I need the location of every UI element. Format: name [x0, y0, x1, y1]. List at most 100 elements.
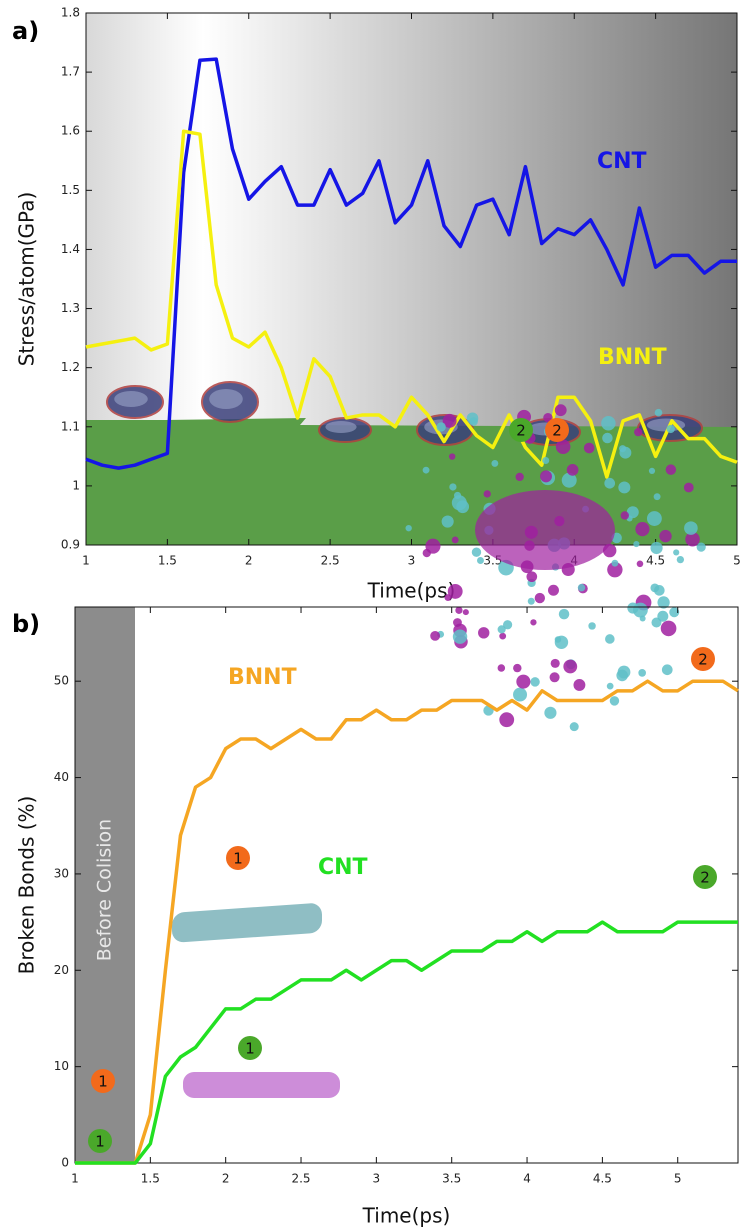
fragment — [477, 557, 484, 564]
fragment — [636, 560, 644, 568]
x-axis-label: Time(ps) — [362, 1204, 451, 1228]
fragment — [462, 609, 469, 616]
fragment — [626, 506, 639, 519]
badge — [693, 865, 717, 889]
fragment — [669, 607, 680, 618]
badge-label: 1 — [95, 1133, 105, 1151]
fragment — [683, 482, 694, 493]
y-tick-label: 10 — [54, 1059, 69, 1073]
badge — [509, 418, 533, 442]
fragment — [451, 495, 467, 511]
fragment — [549, 672, 560, 683]
x-tick-label: 1.5 — [158, 554, 177, 568]
fragment — [696, 542, 706, 552]
series-line — [85, 129, 738, 479]
fragment — [527, 597, 535, 605]
y-tick-label: 1.5 — [61, 183, 80, 197]
badge — [691, 647, 715, 671]
series-label: CNT — [318, 855, 368, 880]
y-tick-label: 1.4 — [61, 242, 80, 256]
y-axis-label: Broken Bonds (%) — [15, 796, 39, 975]
fragment — [452, 629, 468, 644]
x-tick-label: 2 — [245, 554, 253, 568]
badge — [545, 418, 569, 442]
fragment — [544, 706, 557, 719]
badge-label: 1 — [98, 1073, 108, 1091]
fragment — [497, 664, 506, 672]
fragment — [604, 477, 616, 489]
fragment — [620, 511, 629, 520]
molecule-shade — [209, 389, 243, 409]
fragment — [483, 490, 491, 498]
badge-label: 2 — [700, 869, 710, 887]
fragment — [554, 636, 562, 643]
fragment — [635, 522, 650, 537]
fragment — [606, 682, 614, 690]
x-tick-label: 5 — [674, 1172, 682, 1186]
fragment — [618, 481, 631, 494]
fragment — [526, 571, 538, 583]
y-axis-label: Stress/atom(GPa) — [15, 192, 39, 367]
y-tick-label: 50 — [54, 674, 69, 688]
fragment — [666, 424, 675, 434]
fragment — [547, 584, 559, 596]
y-tick-label: 0.9 — [61, 538, 80, 552]
badge — [238, 1036, 262, 1060]
fragment — [657, 596, 670, 609]
x-tick-label: 2.5 — [291, 1172, 310, 1186]
x-tick-label: 1.5 — [141, 1172, 160, 1186]
fragment — [516, 674, 531, 689]
plot-frame — [74, 606, 739, 1164]
fragment — [661, 664, 673, 676]
fragment — [447, 584, 463, 599]
fragment — [633, 540, 640, 548]
fragment — [442, 413, 457, 428]
fragment — [617, 665, 631, 679]
fragment — [648, 467, 656, 474]
fragment — [653, 493, 661, 501]
badge-label: 2 — [552, 422, 562, 440]
fragment — [534, 592, 545, 604]
x-tick-label: 1 — [82, 554, 90, 568]
fragment — [563, 659, 578, 674]
fragment — [569, 722, 579, 732]
x-tick-label: 3.5 — [442, 1172, 461, 1186]
fragment — [448, 453, 456, 460]
fragment — [422, 548, 431, 558]
fragment — [555, 439, 571, 455]
molecule-shade — [646, 418, 686, 432]
series-line — [75, 679, 739, 1165]
x-tick-label: 4.5 — [593, 1172, 612, 1186]
fragment — [650, 541, 663, 555]
fragment — [543, 412, 553, 423]
y-tick-label: 1.8 — [61, 6, 80, 20]
fragment — [430, 630, 441, 641]
x-tick-label: 5 — [733, 554, 741, 568]
y-tick-label: 0 — [61, 1156, 69, 1170]
badge-label: 1 — [245, 1040, 255, 1058]
badge-label: 2 — [516, 422, 526, 440]
fragment — [602, 432, 613, 444]
fragment — [601, 416, 616, 431]
fragment — [654, 408, 663, 417]
badge — [88, 1129, 112, 1153]
cnt-tube — [183, 1072, 340, 1098]
fragment — [530, 619, 537, 626]
fragment — [422, 466, 430, 474]
y-tick-label: 20 — [54, 963, 69, 977]
x-tick-label: 2 — [222, 1172, 230, 1186]
fragment — [619, 445, 627, 453]
y-tick-label: 40 — [54, 770, 69, 784]
fragment — [573, 679, 586, 691]
fragment — [469, 417, 478, 426]
y-tick-label: 1.1 — [61, 419, 80, 433]
fragment — [436, 422, 446, 432]
y-tick-label: 1.7 — [61, 65, 80, 79]
fragment — [478, 627, 490, 639]
fragment — [685, 532, 700, 547]
series-label: BNNT — [228, 665, 297, 690]
x-axis-label: Time(ps) — [367, 579, 456, 603]
y-tick-label: 1.3 — [61, 301, 80, 315]
fragment — [449, 483, 457, 491]
